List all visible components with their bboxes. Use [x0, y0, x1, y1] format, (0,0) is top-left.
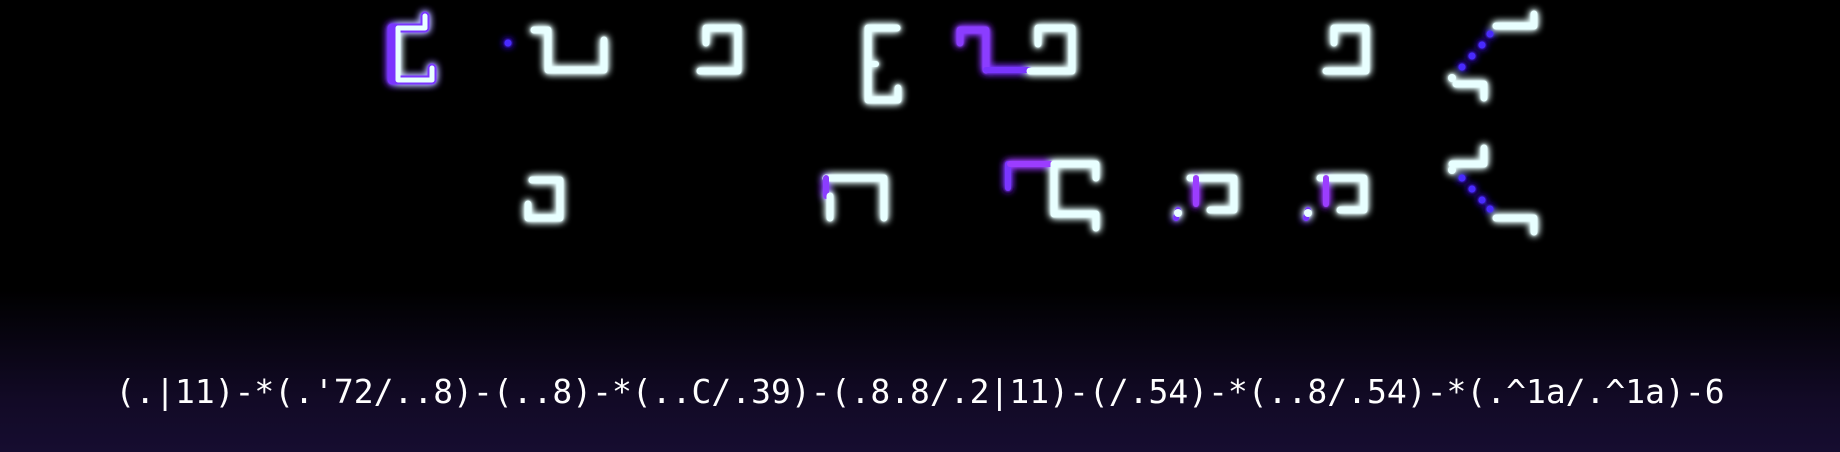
double-loop-glyph [956, 24, 1076, 75]
code-sequence-text: (.|11)-*(.'72/..8)-(..8)-*(..C/.39)-(.8.… [115, 372, 1725, 411]
chevron-glyph [1410, 144, 1538, 236]
hook-glyph [478, 26, 608, 74]
loop-glyph [478, 176, 564, 222]
corner-glyph [1005, 160, 1100, 232]
loop-glyph [1278, 24, 1370, 75]
fork-glyph [1276, 174, 1368, 221]
gate-glyph [784, 174, 888, 222]
bracket-glyph [353, 11, 437, 86]
chevron-glyph [1410, 10, 1538, 102]
loop-glyph [650, 24, 742, 75]
bracket-glyph [788, 24, 902, 104]
fork-glyph [1146, 174, 1238, 221]
